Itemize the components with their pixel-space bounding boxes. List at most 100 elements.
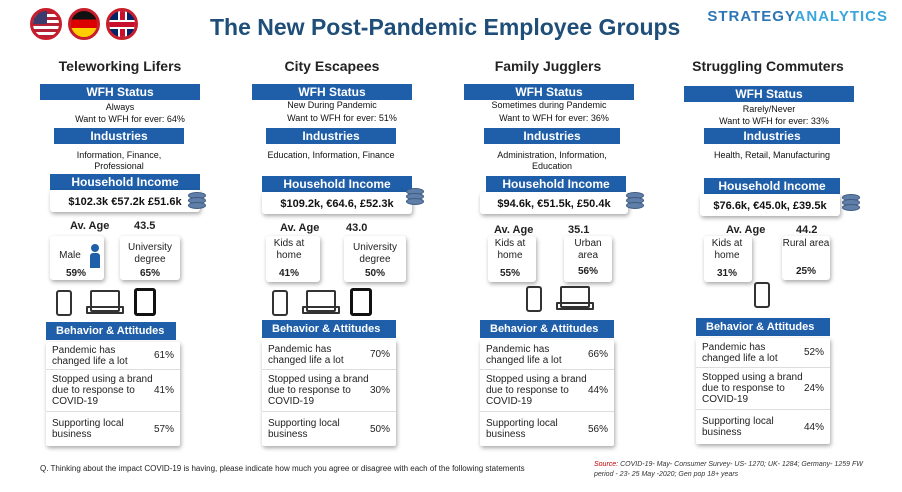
industries-value: Information, Finance, Professional	[76, 150, 162, 171]
person-icon	[90, 244, 100, 268]
behavior-label: Stopped using a brand due to response to…	[486, 374, 587, 407]
source-text: COVID-19- May- Consumer Survey- US- 1270…	[594, 461, 863, 478]
stat1-label: Kids at home	[494, 238, 526, 261]
age-value: 44.2	[796, 224, 818, 236]
income-value: $94.6k, €51.5k, £50.4k	[497, 198, 611, 210]
behavior-label: Stopped using a brand due to response to…	[52, 374, 153, 407]
behavior-row: Pandemic has changed life a lot 52%	[696, 338, 830, 368]
stat2-label: University degree	[128, 242, 172, 265]
stat1-box	[266, 236, 320, 282]
income-box	[50, 190, 200, 212]
tablet-icon	[134, 288, 156, 316]
behavior-row: Stopped using a brand due to response to…	[262, 370, 396, 412]
stat2-value: 50%	[364, 268, 385, 279]
behavior-table: Pandemic has changed life a lot 70% Stopp…	[262, 340, 396, 446]
income-header: Household Income	[704, 178, 840, 194]
income-value: $102.3k €57.2k £51.6k	[68, 196, 182, 208]
laptop-icon	[556, 286, 594, 312]
age-value: 43.5	[134, 220, 156, 232]
stat1-box	[488, 236, 536, 282]
income-value: $109.2k, €64.6, £52.3k	[280, 198, 394, 210]
behavior-value: 44%	[803, 421, 824, 433]
behavior-label: Supporting local business	[486, 418, 558, 440]
behavior-value: 56%	[587, 423, 608, 435]
behavior-row: Stopped using a brand due to response to…	[46, 370, 180, 412]
behavior-label: Supporting local business	[268, 418, 340, 440]
devices	[754, 282, 770, 308]
stat1-value: 59%	[65, 268, 86, 279]
coins-icon	[842, 194, 860, 212]
age-value: 43.0	[346, 222, 368, 234]
wfh-forever: Want to WFH for ever: 33%	[719, 116, 829, 126]
behavior-value: 30%	[369, 385, 390, 396]
group-family-jugglers: Family Jugglers WFH Status Sometimes dur…	[448, 58, 648, 458]
behavior-label: Stopped using a brand due to response to…	[268, 374, 369, 407]
behavior-header: Behavior & Attitudes	[46, 322, 176, 340]
stat1-label: Kids at home	[711, 238, 743, 261]
wfh-status-value: Sometimes during Pandemic	[491, 100, 607, 110]
behavior-label: Pandemic has changed life a lot	[702, 341, 778, 364]
income-header: Household Income	[262, 176, 412, 192]
stat1-value: 55%	[499, 268, 520, 279]
coins-icon	[406, 188, 424, 206]
behavior-value: 44%	[587, 385, 608, 396]
stat1-label: Male	[59, 250, 81, 261]
stat2-label: Urban area	[574, 238, 602, 261]
age-label: Av. Age	[280, 222, 320, 234]
behavior-row: Pandemic has changed life a lot 66%	[480, 340, 614, 370]
wfh-status-header: WFH Status	[684, 86, 854, 102]
group-city-escapees: City Escapees WFH Status New During Pand…	[232, 58, 432, 458]
industries-header: Industries	[484, 128, 620, 144]
behavior-label: Supporting local business	[702, 416, 774, 438]
laptop-icon	[86, 290, 124, 316]
coins-icon	[188, 192, 206, 210]
behavior-row: Supporting local business 57%	[46, 412, 180, 446]
behavior-row: Supporting local business 44%	[696, 410, 830, 444]
page-title: The New Post-Pandemic Employee Groups	[210, 14, 681, 40]
behavior-value: 66%	[587, 349, 608, 360]
industries-value: Health, Retail, Manufacturing	[713, 150, 831, 160]
age-label: Av. Age	[70, 220, 110, 232]
behavior-row: Supporting local business 56%	[480, 412, 614, 446]
wfh-status-header: WFH Status	[40, 84, 200, 100]
behavior-table: Pandemic has changed life a lot 66% Stopp…	[480, 340, 614, 446]
stat1-label: Kids at home	[273, 238, 305, 261]
stat2-box	[782, 236, 830, 280]
group-teleworking-lifers: Teleworking Lifers WFH Status Always Wan…	[20, 58, 220, 458]
stat2-value: 65%	[139, 268, 160, 279]
brand-logo: STRATEGYANALYTICS	[707, 8, 888, 25]
smartphone-icon	[754, 282, 770, 308]
behavior-label: Pandemic has changed life a lot	[52, 344, 128, 367]
behavior-row: Supporting local business 50%	[262, 412, 396, 446]
behavior-value: 52%	[803, 347, 824, 358]
behavior-value: 70%	[369, 349, 390, 360]
wfh-status-value: New During Pandemic	[287, 100, 377, 110]
stat2-box	[120, 236, 180, 280]
industries-header: Industries	[54, 128, 184, 144]
country-flags	[30, 8, 138, 40]
group-name: Family Jugglers	[494, 58, 602, 74]
stat2-value: 25%	[795, 266, 816, 277]
smartphone-icon	[272, 290, 288, 316]
wfh-status-header: WFH Status	[252, 84, 412, 100]
stat1-value: 31%	[716, 268, 737, 279]
behavior-header: Behavior & Attitudes	[480, 320, 614, 338]
behavior-row: Pandemic has changed life a lot 61%	[46, 342, 180, 370]
behavior-label: Pandemic has changed life a lot	[486, 343, 562, 366]
behavior-row: Stopped using a brand due to response to…	[480, 370, 614, 412]
group-name: Teleworking Lifers	[58, 58, 182, 74]
income-box	[700, 194, 840, 216]
uk-flag-icon	[106, 8, 138, 40]
us-flag-icon	[30, 8, 62, 40]
age-label: Av. Age	[494, 224, 534, 236]
income-value: $76.6k, €45.0k, £39.5k	[713, 200, 827, 212]
industries-value: Education, Information, Finance	[267, 150, 395, 160]
behavior-row: Stopped using a brand due to response to…	[696, 368, 830, 410]
behavior-value: 41%	[153, 385, 174, 396]
wfh-status-header: WFH Status	[464, 84, 634, 100]
wfh-status-value: Always	[105, 102, 135, 112]
industries-value: Administration, Information, Education	[497, 150, 607, 171]
brand-accent: ANALYTICS	[794, 8, 888, 25]
brand-primary: STRATEGY	[707, 8, 795, 25]
smartphone-icon	[526, 286, 542, 312]
